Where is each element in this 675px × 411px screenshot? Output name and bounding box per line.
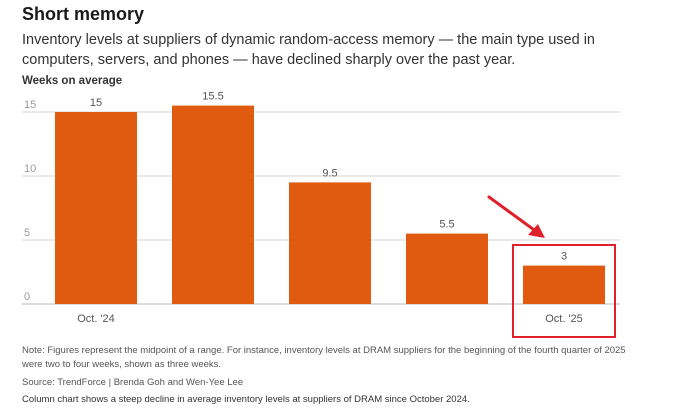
data-label: 15.5 <box>202 91 223 103</box>
data-label: 3 <box>561 251 567 263</box>
bar <box>55 112 137 304</box>
chart-source: Source: TrendForce | Brenda Goh and Wen-… <box>22 377 244 388</box>
x-tick-label: Oct. '24 <box>77 313 115 325</box>
arrow-shaft <box>487 195 539 234</box>
bar <box>523 265 605 304</box>
x-tick-label: Oct. '25 <box>545 313 583 325</box>
data-label: 15 <box>90 97 102 109</box>
data-label: 5.5 <box>439 219 454 231</box>
data-label: 9.5 <box>322 167 337 179</box>
y-tick-label: 10 <box>24 163 36 175</box>
y-axis-label: Weeks on average <box>22 75 123 87</box>
chart-subtitle: Inventory levels at suppliers of dynamic… <box>22 32 595 68</box>
chart-note: Note: Figures represent the midpoint of … <box>22 345 626 370</box>
arrow-head <box>528 224 545 238</box>
y-tick-label: 15 <box>24 99 36 111</box>
y-tick-label: 0 <box>24 291 30 303</box>
chart-title: Short memory <box>22 4 145 24</box>
bar <box>172 105 254 304</box>
bar <box>406 233 488 304</box>
chart-description: Column chart shows a steep decline in av… <box>22 394 470 405</box>
highlight-box <box>512 244 616 338</box>
bar <box>289 182 371 304</box>
y-tick-label: 5 <box>24 227 30 239</box>
